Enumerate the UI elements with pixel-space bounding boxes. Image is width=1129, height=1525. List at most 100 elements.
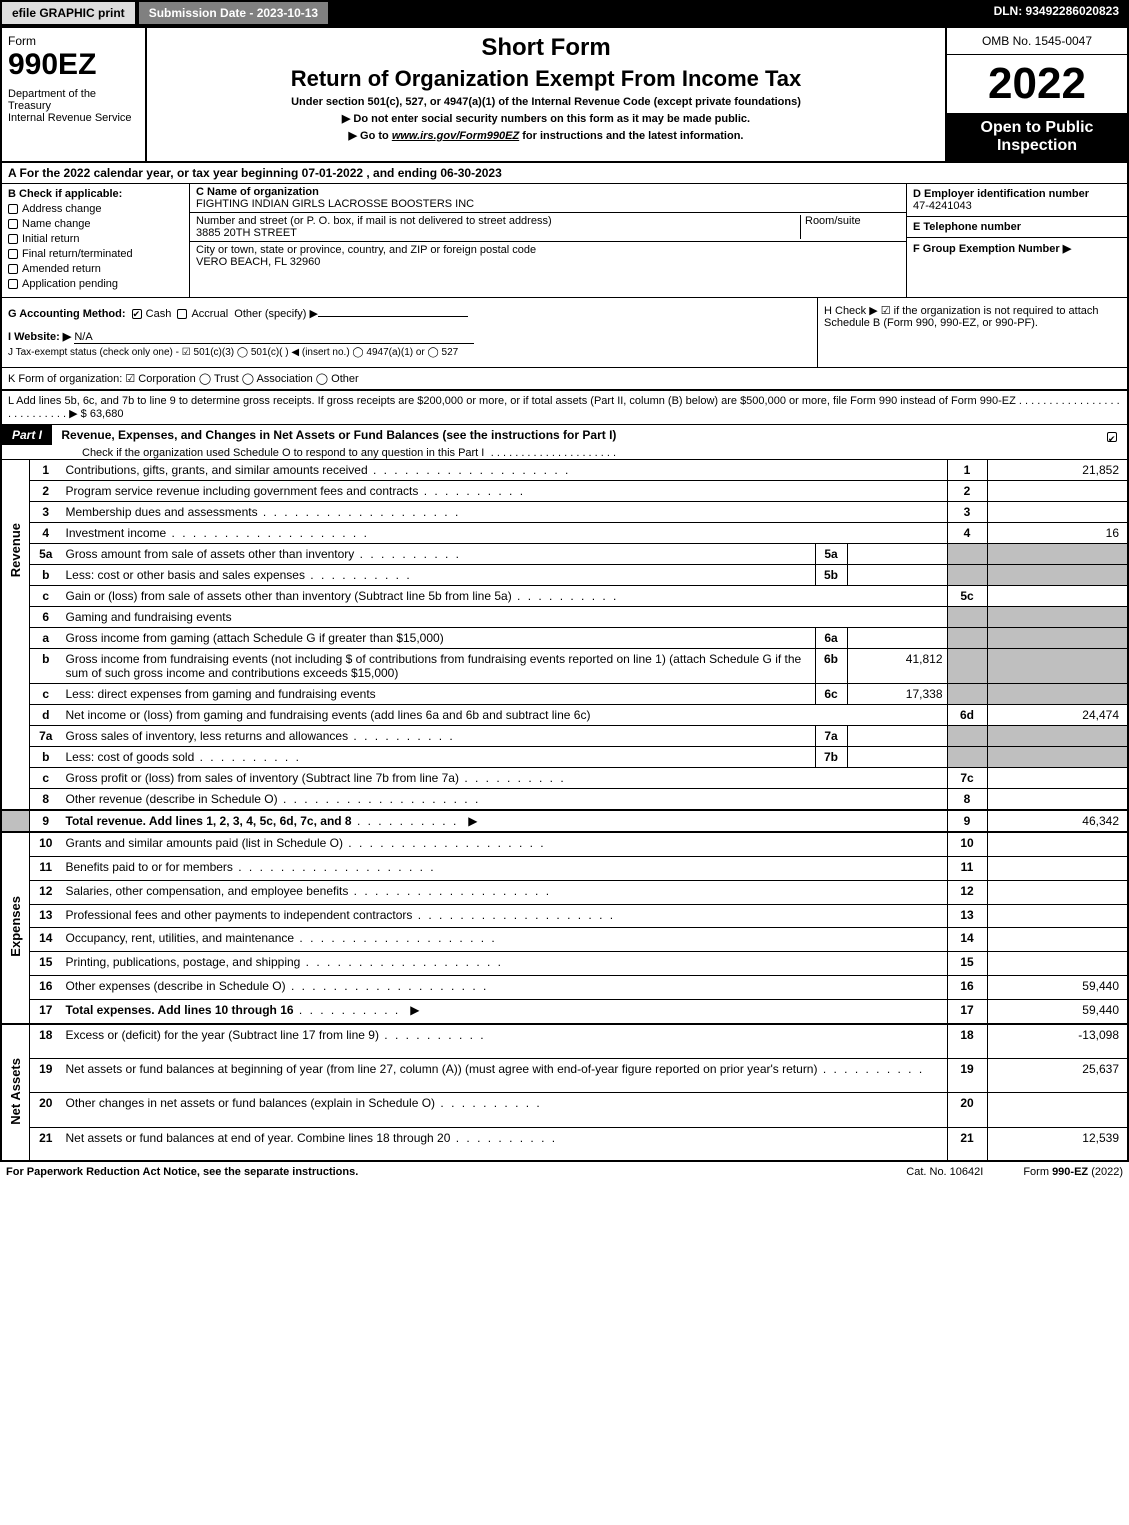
ln-6c-rnum <box>947 684 987 705</box>
ln-6d-num: d <box>30 705 62 726</box>
ln-6a-mval <box>847 628 947 649</box>
website-value: N/A <box>74 331 474 344</box>
form-ref: Form 990-EZ (2022) <box>1023 1166 1123 1178</box>
j-line: J Tax-exempt status (check only one) - ☑… <box>8 347 458 358</box>
ln-1-val: 21,852 <box>987 460 1127 481</box>
ln-7c-desc: Gross profit or (loss) from sales of inv… <box>66 771 459 785</box>
ln-5c-val <box>987 586 1127 607</box>
ln-6c-rval <box>987 684 1127 705</box>
ln-7b-rnum <box>947 747 987 768</box>
ln-7a-num: 7a <box>30 726 62 747</box>
b-label: B Check if applicable: <box>8 188 183 200</box>
chk-name-change[interactable] <box>8 219 18 229</box>
page-footer: For Paperwork Reduction Act Notice, see … <box>0 1162 1129 1182</box>
ln-21-val: 12,539 <box>987 1127 1127 1160</box>
ln-6a-rnum <box>947 628 987 649</box>
tax-year: 2022 <box>947 55 1127 113</box>
ln-7a-rnum <box>947 726 987 747</box>
ln-7a-mid: 7a <box>815 726 847 747</box>
ln-14-rnum: 14 <box>947 928 987 952</box>
ln-7c-rnum: 7c <box>947 768 987 789</box>
ln-8-desc: Other revenue (describe in Schedule O) <box>66 792 278 806</box>
ln-9-val: 46,342 <box>987 810 1127 832</box>
org-name: FIGHTING INDIAN GIRLS LACROSSE BOOSTERS … <box>196 198 474 210</box>
ln-6a-num: a <box>30 628 62 649</box>
ln-6-rnum <box>947 607 987 628</box>
ln-5b-rval <box>987 565 1127 586</box>
ln-1-num: 1 <box>30 460 62 481</box>
ln-9-desc: Total revenue. Add lines 1, 2, 3, 4, 5c,… <box>66 814 352 828</box>
chk-final-return[interactable] <box>8 249 18 259</box>
ln-12-desc: Salaries, other compensation, and employ… <box>66 884 349 898</box>
ln-11-desc: Benefits paid to or for members <box>66 860 233 874</box>
lines-table: Revenue 1 Contributions, gifts, grants, … <box>2 460 1127 1160</box>
ln-14-desc: Occupancy, rent, utilities, and maintena… <box>66 931 295 945</box>
ln-8-rnum: 8 <box>947 789 987 811</box>
col-b: B Check if applicable: Address change Na… <box>2 184 190 297</box>
ln-13-rnum: 13 <box>947 904 987 928</box>
chk-amended-return[interactable] <box>8 264 18 274</box>
ln-6b-num: b <box>30 649 62 684</box>
irs-link[interactable]: www.irs.gov/Form990EZ <box>392 130 519 142</box>
ln-6c-desc: Less: direct expenses from gaming and fu… <box>66 687 376 701</box>
ln-4-val: 16 <box>987 523 1127 544</box>
part1-title: Revenue, Expenses, and Changes in Net As… <box>55 424 622 446</box>
ln-17-num: 17 <box>30 999 62 1023</box>
form-number: 990EZ <box>8 48 139 82</box>
ln-17-rnum: 17 <box>947 999 987 1023</box>
ln-5a-desc: Gross amount from sale of assets other t… <box>66 547 355 561</box>
efile-print-button[interactable]: efile GRAPHIC print <box>0 0 137 26</box>
chk-accrual[interactable] <box>177 309 187 319</box>
ln-11-num: 11 <box>30 856 62 880</box>
ln-7b-num: b <box>30 747 62 768</box>
ln-5a-mid: 5a <box>815 544 847 565</box>
ln-10-desc: Grants and similar amounts paid (list in… <box>66 836 343 850</box>
ln-2-val <box>987 481 1127 502</box>
ln-19-rnum: 19 <box>947 1059 987 1093</box>
ln-10-val <box>987 832 1127 856</box>
chk-cash[interactable] <box>132 309 142 319</box>
ln-21-rnum: 21 <box>947 1127 987 1160</box>
form-word: Form <box>8 34 139 48</box>
ln-19-val: 25,637 <box>987 1059 1127 1093</box>
ln-9-rnum: 9 <box>947 810 987 832</box>
ln-6d-val: 24,474 <box>987 705 1127 726</box>
lbl-address-change: Address change <box>22 203 102 215</box>
ln-6-desc: Gaming and fundraising events <box>66 610 232 624</box>
ln-4-rnum: 4 <box>947 523 987 544</box>
l-text: L Add lines 5b, 6c, and 7b to line 9 to … <box>8 395 1120 420</box>
ln-6b-mid: 6b <box>815 649 847 684</box>
ln-6b-rval <box>987 649 1127 684</box>
ln-18-rnum: 18 <box>947 1024 987 1059</box>
lbl-final-return: Final return/terminated <box>22 248 133 260</box>
ln-7a-rval <box>987 726 1127 747</box>
ln-14-val <box>987 928 1127 952</box>
ln-5a-rnum <box>947 544 987 565</box>
ln-6c-num: c <box>30 684 62 705</box>
ln-5b-mid: 5b <box>815 565 847 586</box>
group-exemption-label: F Group Exemption Number ▶ <box>913 243 1071 255</box>
side-expenses: Expenses <box>6 836 25 1017</box>
ln-18-num: 18 <box>30 1024 62 1059</box>
chk-address-change[interactable] <box>8 204 18 214</box>
ln-5a-num: 5a <box>30 544 62 565</box>
ln-5a-mval <box>847 544 947 565</box>
room-label: Room/suite <box>805 215 861 227</box>
lbl-application-pending: Application pending <box>22 278 118 290</box>
ln-7c-num: c <box>30 768 62 789</box>
block-bcd: B Check if applicable: Address change Na… <box>2 184 1127 298</box>
ln-15-rnum: 15 <box>947 952 987 976</box>
ln-13-desc: Professional fees and other payments to … <box>66 908 413 922</box>
ln-14-num: 14 <box>30 928 62 952</box>
other-input[interactable] <box>318 316 468 317</box>
ln-11-val <box>987 856 1127 880</box>
ln-19-num: 19 <box>30 1059 62 1093</box>
ln-15-val <box>987 952 1127 976</box>
ln-20-val <box>987 1093 1127 1127</box>
note2-pre: ▶ Go to <box>349 130 392 142</box>
chk-initial-return[interactable] <box>8 234 18 244</box>
ln-18-val: -13,098 <box>987 1024 1127 1059</box>
chk-application-pending[interactable] <box>8 279 18 289</box>
chk-schedule-o[interactable] <box>1107 432 1117 442</box>
ln-5b-mval <box>847 565 947 586</box>
